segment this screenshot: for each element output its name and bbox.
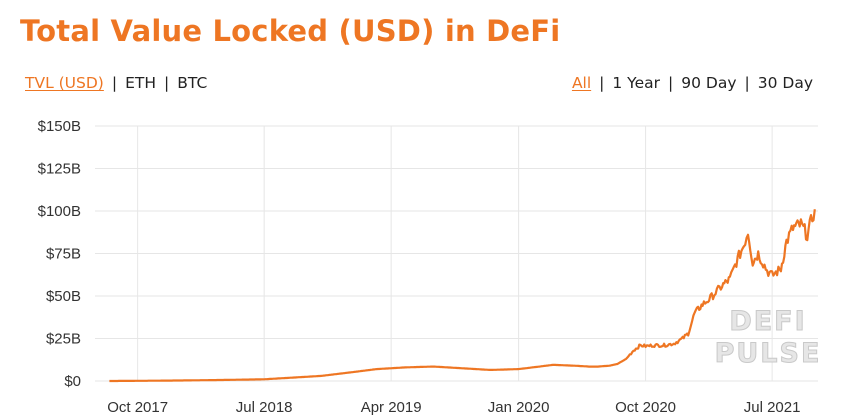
x-tick-label: Oct 2020 — [615, 399, 676, 416]
toggle-separator: | — [164, 74, 170, 92]
x-tick-label: Oct 2017 — [107, 399, 168, 416]
watermark-line-2: PULSE — [715, 338, 822, 369]
range-all[interactable]: All — [571, 74, 592, 92]
y-tick-label: $100B — [38, 203, 81, 220]
y-tick-label: $150B — [38, 118, 81, 135]
chart-grid — [95, 125, 818, 382]
x-axis-ticks: Oct 2017 Jul 2018 Apr 2019 Jan 2020 Oct 2020… — [107, 399, 800, 416]
x-tick-label: Apr 2019 — [361, 399, 422, 416]
watermark-line-1: DEFI — [729, 306, 806, 337]
series-line-tvl — [109, 209, 816, 383]
toggle-separator: | — [744, 74, 750, 92]
watermark: DEFI PULSE — [714, 306, 822, 370]
y-tick-label: $50B — [46, 288, 81, 305]
x-tick-label: Jan 2020 — [488, 399, 550, 416]
toggle-separator: | — [599, 74, 605, 92]
toggle-separator: | — [111, 74, 118, 92]
currency-toggle-group: TVL (USD) | ETH | BTC — [25, 74, 207, 92]
tvl-line-chart: DEFI PULSE $0 $25B $50B $75B $100B $125B $150B… — [38, 118, 822, 416]
toggle-tvl-usd[interactable]: TVL (USD) — [25, 74, 104, 92]
y-tick-label: $25B — [46, 331, 81, 348]
toggle-btc[interactable]: BTC — [177, 74, 208, 92]
range-1-year[interactable]: 1 Year — [612, 74, 660, 92]
y-tick-label: $75B — [46, 246, 81, 263]
range-toggle-group: All | 1 Year | 90 Day | 30 Day — [572, 74, 813, 92]
range-30-day[interactable]: 30 Day — [757, 74, 813, 92]
page-title: Total Value Locked (USD) in DeFi — [20, 14, 561, 48]
toggle-separator: | — [668, 74, 674, 92]
series-group — [109, 209, 816, 383]
y-tick-label: $0 — [64, 373, 81, 390]
range-90-day[interactable]: 90 Day — [681, 74, 737, 92]
x-tick-label: Jul 2021 — [744, 399, 801, 416]
x-tick-label: Jul 2018 — [236, 399, 293, 416]
y-tick-label: $125B — [38, 161, 81, 178]
y-axis-ticks: $0 $25B $50B $75B $100B $125B $150B — [38, 118, 81, 390]
toggle-eth[interactable]: ETH — [125, 74, 157, 92]
